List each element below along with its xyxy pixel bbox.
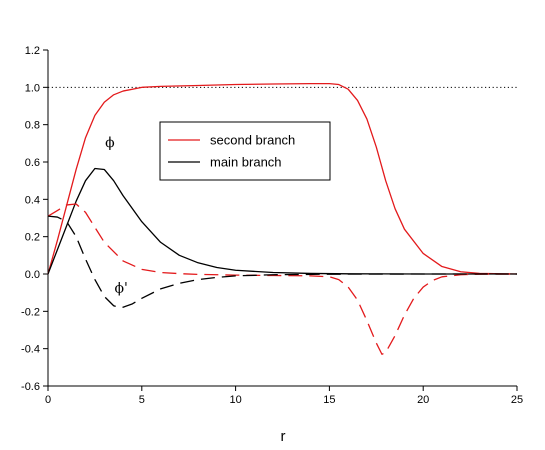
series-second-branch-phi-prime [47,203,518,355]
x-ticks: 0 5 10 15 20 25 [45,386,523,406]
legend-label-main-branch: main branch [210,155,282,170]
series-main-branch-phi [47,167,517,275]
y-ticks: -0.6 -0.4 -0.2 0.0 0.2 0.4 0.6 0.8 1.0 1.2 [21,45,48,393]
x-axis-title: r [281,428,286,445]
plot-area: 0 5 10 15 20 25 -0.6 -0.4 -0.2 0.0 0.2 0.4 0.6 0.8 1.… [21,45,523,406]
legend: second branch main branch [159,121,331,181]
x-tick-label: 25 [511,394,523,406]
y-tick-label: 0.6 [25,157,40,169]
series-group [47,82,518,355]
series-second-branch-phi [47,82,518,275]
x-tick-label: 0 [45,394,51,406]
y-tick-label: 0.0 [25,269,40,281]
y-tick-label: -0.2 [21,306,40,318]
series-main-branch-phi-prime [47,215,517,309]
legend-box [159,121,331,181]
y-tick-label: 0.2 [25,232,40,244]
y-tick-label: -0.4 [21,344,40,356]
x-tick-label: 5 [139,394,145,406]
x-tick-label: 20 [417,394,429,406]
legend-label-second-branch: second branch [210,133,295,148]
annotation-phi-prime: ϕ' [114,281,127,297]
y-tick-label: 1.0 [25,82,40,94]
annotation-phi: ϕ [105,135,115,151]
y-tick-label: 0.4 [25,194,40,206]
y-tick-label: 1.2 [25,45,40,57]
x-tick-label: 10 [229,394,241,406]
y-tick-label: 0.8 [25,120,40,132]
x-tick-label: 15 [323,394,335,406]
y-tick-label: -0.6 [21,381,40,393]
